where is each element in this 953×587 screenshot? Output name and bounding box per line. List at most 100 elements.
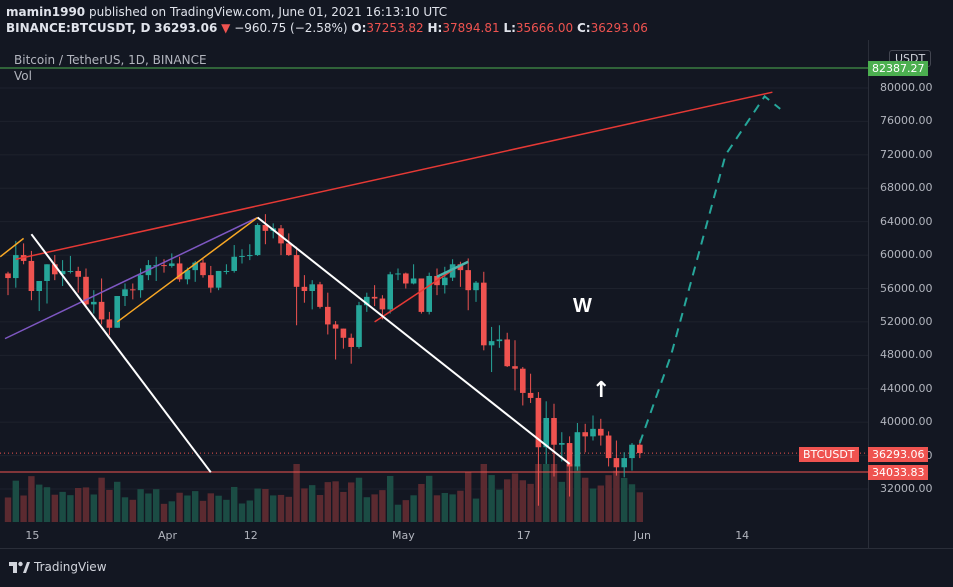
volume-bar xyxy=(129,499,136,522)
symbol-title: Bitcoin / TetherUS, 1D, BINANCE xyxy=(14,53,207,67)
candle-body xyxy=(418,278,425,312)
short-red-trendline[interactable] xyxy=(374,269,454,323)
candle-body xyxy=(254,225,261,256)
candle-body xyxy=(169,263,175,266)
volume-bar xyxy=(433,495,441,522)
price-chart[interactable]: W ↑ xyxy=(0,40,868,548)
candle-body xyxy=(520,368,526,393)
w-annotation[interactable]: W xyxy=(573,295,592,317)
price-tick-label: 32000.00 xyxy=(880,482,933,495)
volume-bar xyxy=(106,489,113,522)
candle-body xyxy=(527,392,534,398)
close-value: 36293.06 xyxy=(590,21,648,35)
fan-line[interactable] xyxy=(4,216,258,340)
candle-body xyxy=(59,270,66,275)
low-label: L: xyxy=(503,21,516,35)
volume-bar xyxy=(472,498,480,522)
candle-body xyxy=(286,243,292,256)
open-label: O: xyxy=(351,21,367,35)
tradingview-brand[interactable]: TradingView xyxy=(34,560,107,574)
volume-bar xyxy=(43,487,51,522)
candle-body xyxy=(75,270,81,277)
candle-body xyxy=(488,341,495,346)
volume-bar xyxy=(332,481,339,522)
wedge-line-right[interactable] xyxy=(256,216,571,465)
volume-bar xyxy=(363,497,370,522)
candle-body xyxy=(566,443,573,467)
footer-bar xyxy=(0,548,953,587)
channel-line-a[interactable] xyxy=(0,237,25,258)
ohlc-line: BINANCE:BTCUSDT, D 36293.06 ▼ −960.75 (−… xyxy=(6,21,648,35)
candle-body xyxy=(137,275,144,291)
channel-line-b[interactable] xyxy=(116,216,259,323)
wedge-line-left[interactable] xyxy=(30,233,212,473)
green-marker-line[interactable] xyxy=(436,260,469,278)
volume-bar xyxy=(597,485,604,522)
candle-body xyxy=(473,282,479,291)
drawing-tools[interactable] xyxy=(0,91,781,473)
up-arrow-annotation[interactable]: ↑ xyxy=(592,378,610,403)
volume-bar xyxy=(12,480,19,522)
price-axis[interactable] xyxy=(868,40,953,548)
volume-bar xyxy=(316,495,324,522)
candle-body xyxy=(301,286,308,292)
volume-bar xyxy=(441,492,448,522)
resistance-trendline[interactable] xyxy=(15,91,773,260)
volume-bar xyxy=(293,464,300,522)
volume-bar xyxy=(589,488,597,522)
volume-bar xyxy=(137,489,144,522)
candle-body xyxy=(621,458,627,468)
volume-bar xyxy=(504,479,511,522)
open-value: 37253.82 xyxy=(366,21,424,35)
candle-body xyxy=(293,255,300,287)
volume-bar xyxy=(277,494,285,522)
candle-body xyxy=(442,277,448,286)
volume-bar xyxy=(519,480,526,522)
high-value: 37894.81 xyxy=(442,21,500,35)
candle-body xyxy=(36,280,42,292)
volume-bar xyxy=(527,483,534,522)
volume-bar xyxy=(285,496,292,522)
candle-body xyxy=(44,264,50,281)
down-arrow-icon: ▼ xyxy=(221,21,231,35)
candle-body xyxy=(28,260,35,292)
candle-body xyxy=(52,264,58,275)
last-price: 36293.06 xyxy=(154,21,218,35)
candle-body xyxy=(309,284,315,292)
candle-body xyxy=(582,432,588,437)
volume-bar xyxy=(410,495,417,522)
volume-bar xyxy=(82,487,90,522)
price-tick-label: 44000.00 xyxy=(880,381,933,395)
volume-bar xyxy=(387,475,394,522)
tradingview-logo-icon[interactable] xyxy=(8,558,30,574)
author-name[interactable]: mamin1990 xyxy=(6,5,86,19)
volume-bar xyxy=(36,484,43,522)
candle-body xyxy=(371,296,378,299)
candle-body xyxy=(215,270,222,288)
volume-bar xyxy=(270,495,277,522)
volume-bar xyxy=(394,504,402,522)
time-tick-label: 14 xyxy=(735,529,750,542)
volume-bar xyxy=(488,475,495,522)
horizontal-levels xyxy=(0,67,868,473)
candle-body xyxy=(481,282,487,346)
candle-body xyxy=(325,306,331,325)
time-tick-label: Apr xyxy=(158,529,178,542)
candle-body xyxy=(465,270,471,291)
volume-bar xyxy=(246,500,253,522)
time-tick-label: Jun xyxy=(633,529,651,542)
plot-background xyxy=(0,40,868,548)
candle-body xyxy=(598,428,604,436)
volume-bar xyxy=(90,494,97,522)
candle-body xyxy=(161,265,167,267)
time-tick-label: 17 xyxy=(516,529,531,542)
volume-bar xyxy=(199,500,207,522)
candle-body xyxy=(91,301,97,305)
volume-bar xyxy=(496,489,503,522)
candle-body xyxy=(590,428,596,437)
volume-bar xyxy=(67,495,74,522)
volume-bar xyxy=(121,497,129,522)
volume-label: Vol xyxy=(14,69,32,83)
price-tick-label: 52000.00 xyxy=(880,314,933,328)
volume-bar xyxy=(613,470,620,522)
